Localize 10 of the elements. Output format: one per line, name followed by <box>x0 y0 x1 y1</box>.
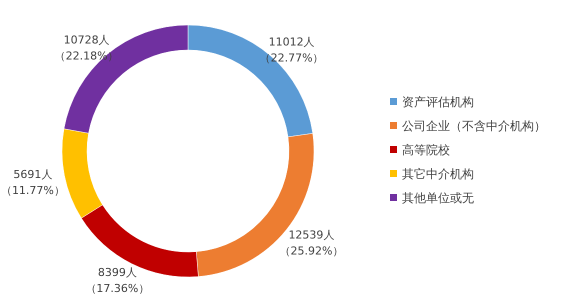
data-label: 5691人（11.77%） <box>0 168 65 197</box>
legend-label: 高等院校 <box>402 143 450 157</box>
legend-label: 公司企业（不含中介机构） <box>402 119 546 133</box>
legend-label: 其它中介机构 <box>402 167 474 181</box>
data-label: 10728人（22.18%） <box>54 34 119 63</box>
legend-label: 资产评估机构 <box>402 95 474 109</box>
data-label: 12539人（25.92%） <box>279 228 344 258</box>
data-label: 11012人（22.77%） <box>260 35 324 64</box>
data-label: 8399人（17.36%） <box>85 266 150 296</box>
legend-label: 其他单位或无 <box>402 191 474 205</box>
